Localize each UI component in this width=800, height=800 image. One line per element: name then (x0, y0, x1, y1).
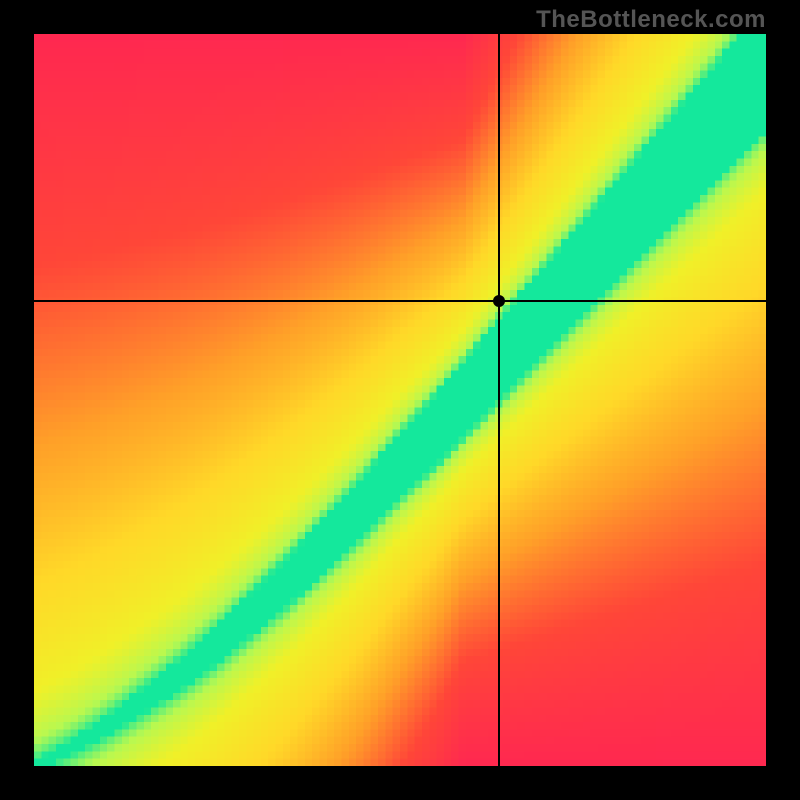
crosshair-horizontal (34, 300, 766, 302)
bottleneck-heatmap (34, 34, 766, 766)
chart-container: TheBottleneck.com (0, 0, 800, 800)
watermark-text: TheBottleneck.com (536, 6, 766, 34)
crosshair-vertical (498, 34, 500, 766)
selection-marker (493, 295, 505, 307)
